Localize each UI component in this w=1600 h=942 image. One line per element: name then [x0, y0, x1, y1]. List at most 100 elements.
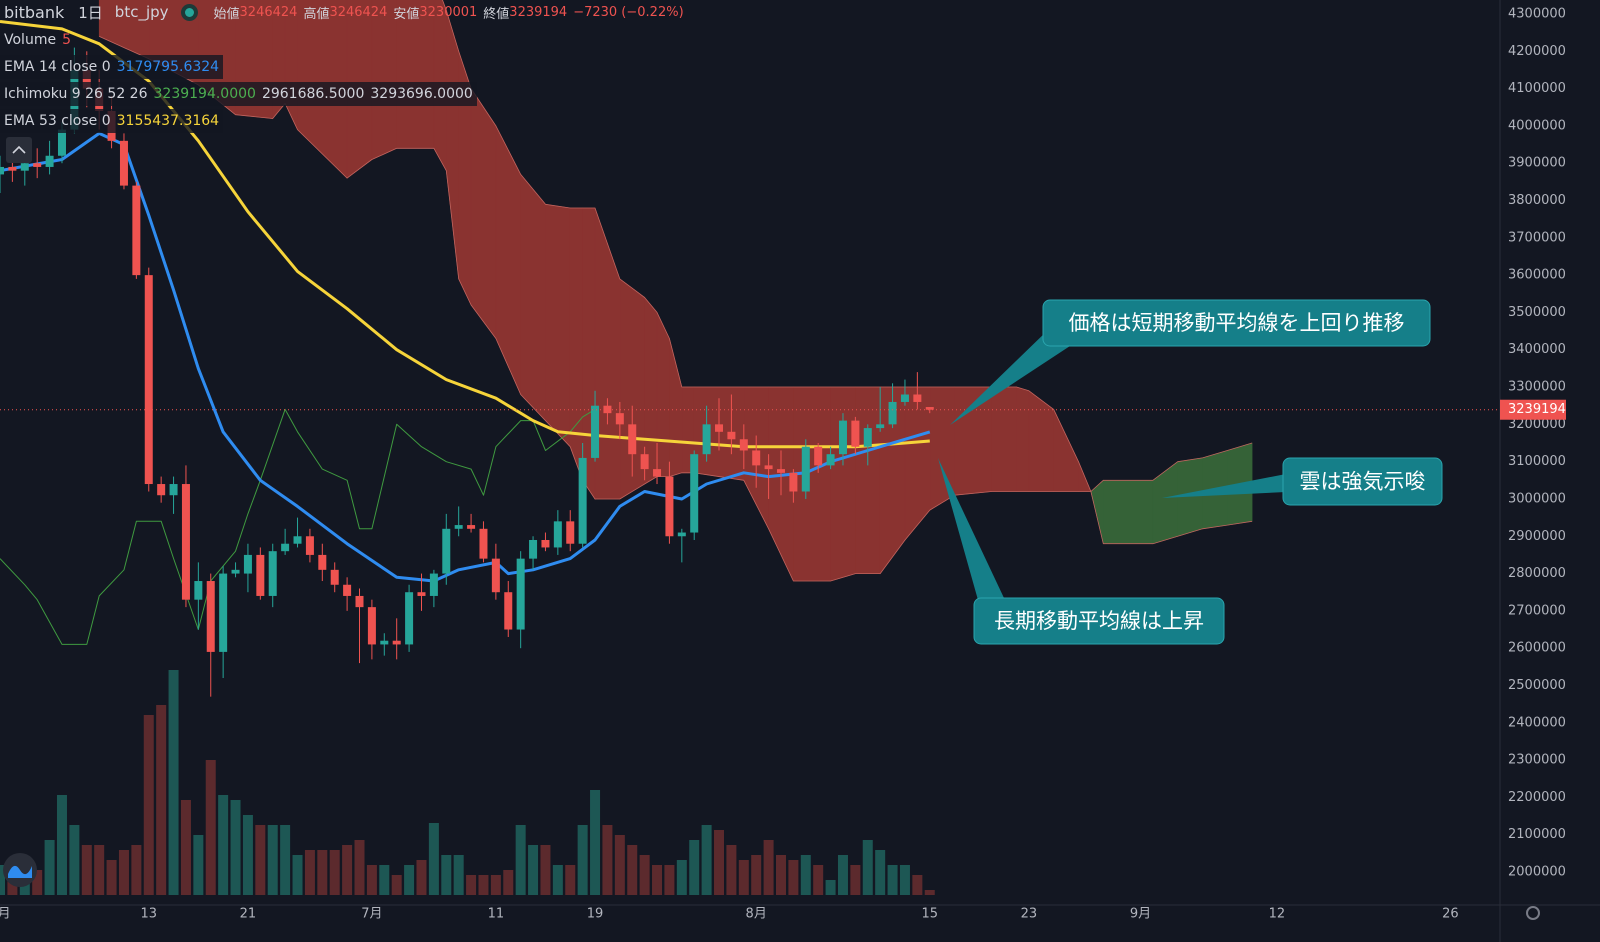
- candle-body: [305, 536, 314, 555]
- volume-bar: [404, 865, 415, 895]
- volume-bar: [701, 825, 712, 895]
- x-tick-label: 15: [921, 907, 938, 922]
- volume-bar: [379, 865, 390, 895]
- volume-bar: [490, 875, 501, 895]
- y-tick-label: 2600000: [1508, 641, 1566, 656]
- candle-body: [268, 551, 277, 596]
- collapse-icon: [12, 145, 26, 154]
- legend-volume: Volume 5: [0, 28, 75, 52]
- volume-bar: [69, 825, 80, 895]
- volume-bar: [156, 705, 167, 895]
- volume-bar: [81, 845, 92, 895]
- candle-body: [219, 573, 228, 652]
- volume-bar: [689, 840, 700, 895]
- x-tick-label: 26: [1442, 907, 1459, 922]
- legend-ema14: EMA 14 close 0 3179795.6324: [0, 55, 224, 79]
- y-tick-label: 2000000: [1508, 865, 1566, 880]
- x-tick-label: 6月: [0, 907, 11, 922]
- volume-bar: [94, 845, 105, 895]
- candle-body: [566, 521, 575, 544]
- volume-bar: [738, 860, 749, 895]
- cloud-segment: [545, 203, 571, 448]
- cloud-segment: [1177, 457, 1203, 537]
- volume-bar: [540, 845, 551, 895]
- candle-body: [876, 424, 885, 429]
- candle-body: [702, 424, 711, 455]
- lagging-span: [0, 408, 596, 645]
- volume-bar: [230, 800, 241, 895]
- volume-bar: [837, 855, 848, 895]
- candle-body: [479, 528, 488, 559]
- volume-bar: [342, 845, 353, 895]
- volume-bar: [478, 875, 489, 895]
- legend-name: EMA 53 close 0: [4, 113, 111, 129]
- y-tick-label: 3900000: [1508, 156, 1566, 171]
- legend-name: EMA 14 close 0: [4, 59, 111, 75]
- span-b-line: [442, 0, 1253, 545]
- volume-bar: [565, 865, 576, 895]
- interval: 1日: [78, 3, 103, 22]
- y-tick-label: 2500000: [1508, 678, 1566, 693]
- candle-body: [380, 640, 389, 645]
- y-tick-label: 2700000: [1508, 603, 1566, 618]
- settings-button[interactable]: [1526, 906, 1540, 920]
- volume-bar: [751, 855, 762, 895]
- candle-body: [343, 584, 352, 596]
- candle-body: [206, 581, 215, 652]
- candle-body: [913, 394, 922, 402]
- volume-bar: [652, 865, 663, 895]
- y-tick-label: 3800000: [1508, 193, 1566, 208]
- legend-value: 3293696.0000: [370, 86, 473, 102]
- x-tick-label: 13: [140, 907, 157, 922]
- candle-body: [392, 640, 401, 645]
- y-tick-label: 3400000: [1508, 342, 1566, 357]
- y-tick-label: 3200000: [1508, 417, 1566, 432]
- volume-bar: [875, 850, 886, 895]
- x-tick-label: 7月: [361, 907, 382, 922]
- volume-bar: [19, 880, 30, 895]
- volume-bar: [267, 825, 278, 895]
- y-tick-label: 2200000: [1508, 790, 1566, 805]
- y-tick-label: 4100000: [1508, 81, 1566, 96]
- volume-bar: [788, 860, 799, 895]
- candle-body: [467, 525, 476, 529]
- y-tick-label: 3600000: [1508, 268, 1566, 283]
- collapse-button[interactable]: [6, 137, 32, 163]
- cloud-segment: [656, 312, 670, 477]
- y-tick-label: 2800000: [1508, 566, 1566, 581]
- volume-bar: [664, 865, 675, 895]
- candle-body: [665, 476, 674, 537]
- legend-main: bitbank 1日 btc_jpy 始値 3246424 高値 3246424 安…: [0, 0, 688, 24]
- ohlc-value: 3239194: [509, 4, 568, 20]
- candle-body: [603, 405, 612, 414]
- volume-bar: [503, 870, 514, 895]
- candle-body: [45, 155, 54, 167]
- volume-bar: [800, 855, 811, 895]
- y-tick-label: 2900000: [1508, 529, 1566, 544]
- candle-body: [144, 275, 153, 485]
- candle-body: [318, 554, 327, 570]
- callout-text: 長期移動平均線は上昇: [994, 609, 1204, 633]
- volume-bar: [813, 865, 824, 895]
- ohlc-value: 3246424: [239, 4, 298, 20]
- candle-body: [157, 484, 166, 496]
- candle-body: [20, 163, 29, 171]
- logo-icon: [8, 865, 32, 878]
- candle-body: [57, 129, 66, 156]
- symbol: bitbank: [4, 2, 65, 22]
- volume-bar: [0, 865, 5, 895]
- callout-box: [973, 597, 1225, 645]
- y-tick-label: 3300000: [1508, 380, 1566, 395]
- volume-bar: [304, 850, 315, 895]
- legend-value: 5: [62, 32, 71, 48]
- volume-bar: [168, 670, 179, 895]
- callout-box: [1042, 299, 1431, 347]
- ohlc-label: 高値: [303, 6, 330, 22]
- volume-bar: [366, 865, 377, 895]
- candle-body: [640, 454, 649, 470]
- candle-body: [541, 539, 550, 548]
- volume-bar: [317, 850, 328, 895]
- candle-body: [801, 446, 810, 492]
- legend-value: 3155437.3164: [116, 113, 220, 129]
